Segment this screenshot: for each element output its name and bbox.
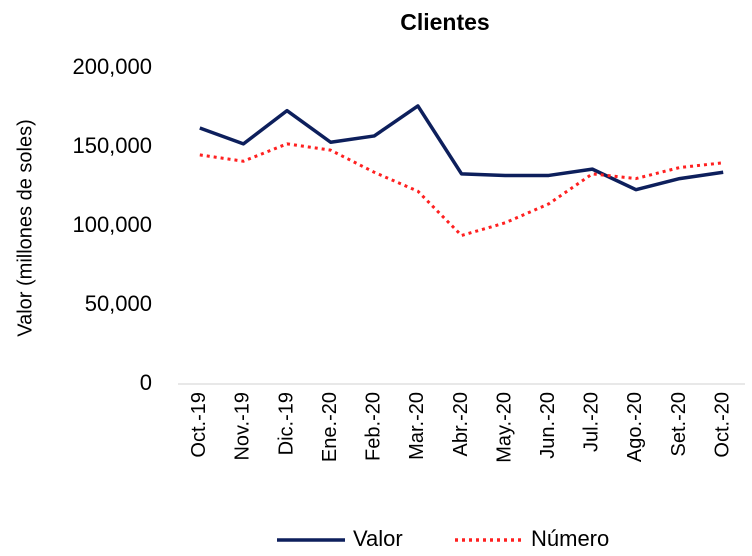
x-tick-label: Dic.-19 [275,392,297,455]
series-line [199,142,724,237]
x-tick-label: Nov.-19 [232,392,254,461]
x-tick-label: Ene.-20 [319,392,341,462]
x-tick-label: Abr.-20 [450,392,472,456]
x-tick-label: Oct.-20 [711,392,733,458]
x-tick-label: Oct.-19 [188,392,210,458]
y-tick-label: 200,000 [72,54,152,79]
x-tick-label: Jun.-20 [537,392,559,459]
chart-title: Clientes [400,9,489,35]
x-tick-label: Mar.-20 [406,392,428,460]
series-line [199,104,724,192]
y-tick-label: 50,000 [85,291,152,316]
y-tick-label: 0 [140,370,152,395]
y-tick-label: 150,000 [72,133,152,158]
x-tick-label: May.-20 [493,392,515,463]
x-tick-label: Ago.-20 [624,392,646,462]
x-tick-label: Jul.-20 [581,392,603,452]
y-tick-label: 100,000 [72,212,152,237]
y-axis-label: Valor (millones de soles) [14,119,36,337]
x-tick-label: Feb.-20 [363,392,385,461]
legend-label: Valor [353,526,403,551]
x-tick-label: Set.-20 [668,392,690,456]
legend-label: Número [531,526,609,551]
